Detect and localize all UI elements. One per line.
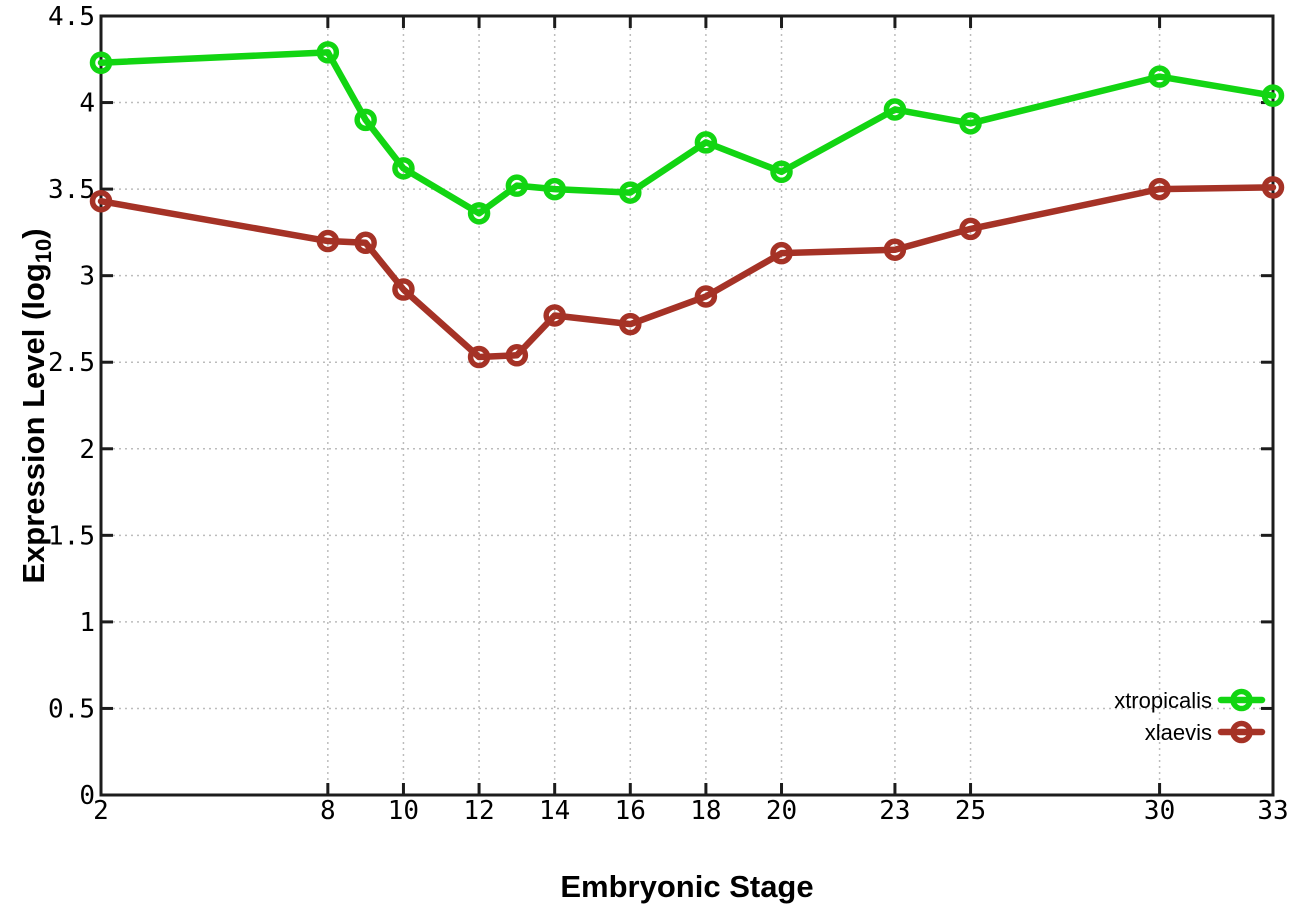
y-tick-label: 2.5 — [48, 348, 95, 378]
legend-label-xlaevis: xlaevis — [1145, 720, 1212, 745]
data-point-xlaevis — [1261, 176, 1285, 199]
y-axis-title-text: Expression Level (log — [16, 263, 51, 584]
data-point-xlaevis — [770, 241, 793, 265]
x-tick-label: 20 — [766, 796, 797, 826]
data-point-xtropicalis — [467, 202, 491, 225]
x-tick-label: 2 — [93, 796, 109, 826]
data-point-xtropicalis — [883, 98, 907, 121]
y-tick-label: 3.5 — [48, 175, 95, 205]
y-tick-label: 2 — [79, 435, 95, 465]
y-axis-title: Expression Level (log10) — [16, 106, 56, 706]
data-point-xtropicalis — [354, 108, 377, 132]
x-tick-label: 14 — [539, 796, 570, 826]
x-tick-label: 33 — [1257, 796, 1288, 826]
x-tick-label: 18 — [690, 796, 721, 826]
data-point-xlaevis — [1148, 177, 1171, 201]
data-point-xtropicalis — [89, 51, 113, 74]
data-point-xtropicalis — [959, 112, 982, 135]
data-point-xtropicalis — [1148, 65, 1171, 88]
x-tick-label: 12 — [463, 796, 494, 826]
y-tick-label: 0.5 — [48, 694, 95, 724]
legend-label-xtropicalis: xtropicalis — [1114, 688, 1212, 713]
data-point-xtropicalis — [316, 41, 340, 64]
x-tick-label: 30 — [1144, 796, 1175, 826]
data-point-xtropicalis — [694, 131, 718, 154]
data-point-xlaevis — [316, 229, 340, 253]
data-point-xlaevis — [467, 345, 491, 369]
data-point-xlaevis — [354, 231, 377, 255]
y-tick-label: 1 — [79, 608, 95, 638]
y-tick-label: 4 — [79, 89, 95, 119]
x-tick-label: 10 — [388, 796, 419, 826]
x-axis-title: Embryonic Stage — [560, 869, 814, 904]
legend-marker-xlaevis — [1230, 720, 1253, 744]
data-point-xlaevis — [883, 238, 907, 261]
data-point-xlaevis — [619, 312, 642, 336]
y-tick-label: 4.5 — [48, 2, 95, 32]
x-tick-label: 23 — [879, 796, 910, 826]
data-point-xtropicalis — [619, 181, 642, 204]
y-axis-title-subscript: 10 — [31, 238, 57, 264]
data-point-xtropicalis — [770, 160, 793, 184]
x-tick-label: 25 — [955, 796, 986, 826]
data-point-xlaevis — [959, 217, 982, 241]
y-tick-label: 0 — [79, 781, 95, 811]
data-point-xtropicalis — [392, 157, 415, 180]
series-line-xlaevis — [97, 184, 1277, 361]
data-point-xlaevis — [694, 285, 718, 308]
plot-border — [99, 14, 1275, 797]
data-point-xlaevis — [505, 344, 529, 367]
data-point-xtropicalis — [505, 174, 529, 197]
x-tick-label: 16 — [615, 796, 646, 826]
data-point-xlaevis — [543, 304, 566, 327]
y-axis-title-suffix: ) — [16, 228, 51, 239]
y-tick-label: 1.5 — [48, 521, 95, 551]
data-point-xlaevis — [392, 278, 415, 301]
x-tick-label: 8 — [320, 796, 336, 826]
data-point-xtropicalis — [543, 177, 566, 201]
data-point-xlaevis — [89, 189, 113, 213]
legend-marker-xtropicalis — [1230, 688, 1253, 712]
data-point-xtropicalis — [1261, 84, 1285, 107]
y-tick-label: 3 — [79, 262, 95, 292]
